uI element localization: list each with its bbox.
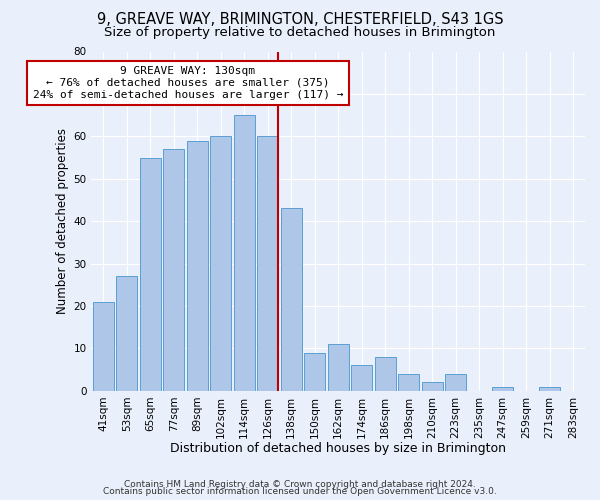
Bar xyxy=(281,208,302,391)
Bar xyxy=(187,140,208,391)
Bar xyxy=(92,302,114,391)
Bar xyxy=(422,382,443,391)
Text: 9 GREAVE WAY: 130sqm
← 76% of detached houses are smaller (375)
24% of semi-deta: 9 GREAVE WAY: 130sqm ← 76% of detached h… xyxy=(32,66,343,100)
Bar xyxy=(257,136,278,391)
Bar xyxy=(398,374,419,391)
Bar xyxy=(374,357,396,391)
Bar xyxy=(140,158,161,391)
Text: Contains HM Land Registry data © Crown copyright and database right 2024.: Contains HM Land Registry data © Crown c… xyxy=(124,480,476,489)
Bar xyxy=(304,352,325,391)
Y-axis label: Number of detached properties: Number of detached properties xyxy=(56,128,70,314)
Bar xyxy=(445,374,466,391)
Bar xyxy=(116,276,137,391)
Bar xyxy=(233,115,255,391)
Text: 9, GREAVE WAY, BRIMINGTON, CHESTERFIELD, S43 1GS: 9, GREAVE WAY, BRIMINGTON, CHESTERFIELD,… xyxy=(97,12,503,28)
Bar xyxy=(210,136,231,391)
Bar xyxy=(328,344,349,391)
Bar xyxy=(492,386,514,391)
Bar xyxy=(163,149,184,391)
X-axis label: Distribution of detached houses by size in Brimington: Distribution of detached houses by size … xyxy=(170,442,506,455)
Text: Contains public sector information licensed under the Open Government Licence v3: Contains public sector information licen… xyxy=(103,487,497,496)
Bar xyxy=(351,366,373,391)
Bar xyxy=(539,386,560,391)
Text: Size of property relative to detached houses in Brimington: Size of property relative to detached ho… xyxy=(104,26,496,39)
